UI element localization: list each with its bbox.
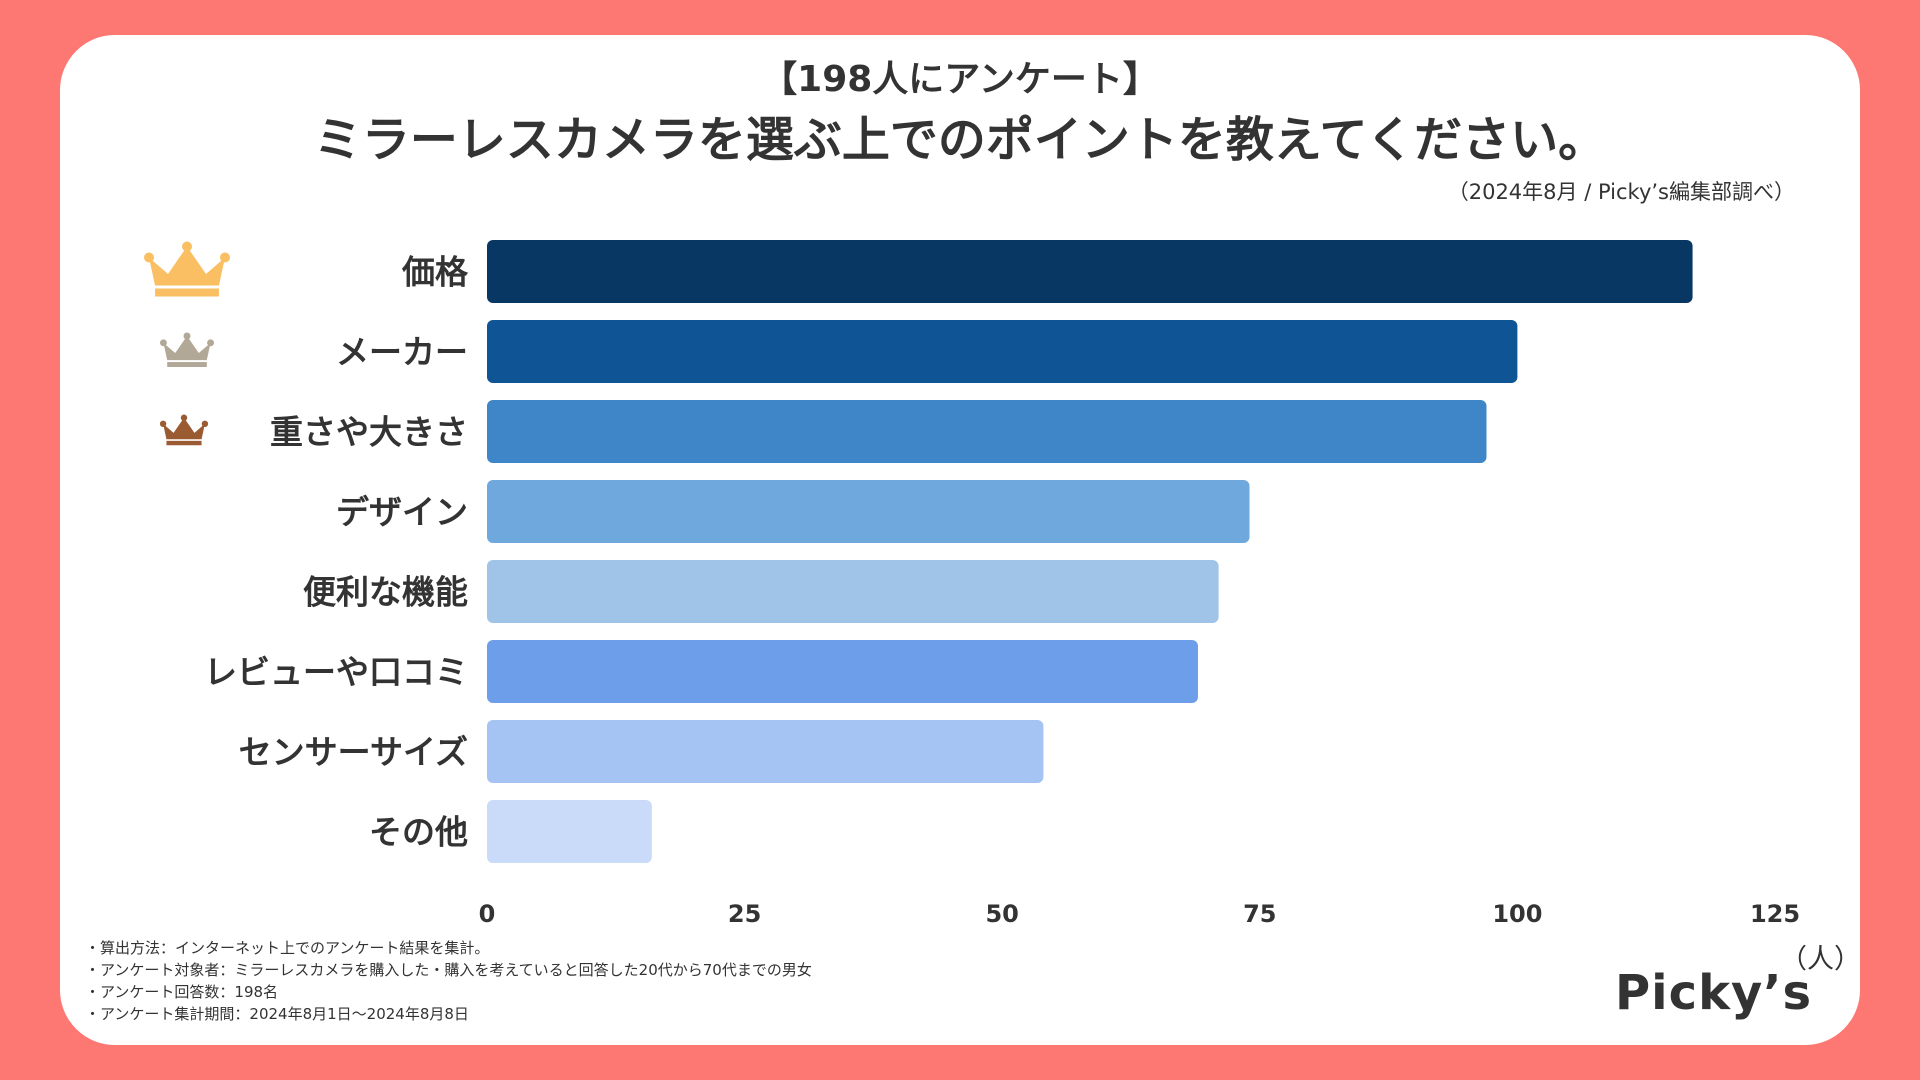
note-count: ・アンケート回答数：198名: [85, 983, 279, 1001]
survey-subtitle: 【198人にアンケート】: [761, 59, 1159, 100]
silver-crown-icon: [159, 332, 215, 367]
note-target: ・アンケート対象者：ミラーレスカメラを購入した・購入を考えていると回答した20代…: [85, 961, 812, 979]
x-tick-label-50: 50: [985, 900, 1018, 928]
gold-crown-icon: [144, 241, 230, 297]
note-method: ・算出方法：インターネット上でのアンケート結果を集計。: [85, 939, 490, 957]
bar-2: [487, 320, 1518, 383]
category-label-1: 価格: [401, 253, 469, 292]
bar-5: [487, 560, 1219, 623]
category-label-6: レビューや口コミ: [204, 653, 468, 692]
x-tick-label-25: 25: [728, 900, 761, 928]
chart-title: ミラーレスカメラを選ぶ上でのポイントを教えてください。: [313, 112, 1607, 168]
x-tick-label-100: 100: [1492, 900, 1542, 928]
category-label-5: 便利な機能: [303, 573, 468, 612]
category-label-4: デザイン: [336, 493, 468, 532]
bar-6: [487, 640, 1198, 703]
category-label-8: その他: [369, 813, 468, 852]
source-note: （2024年8月 / Picky’s編集部調べ）: [1447, 180, 1795, 204]
bar-8: [487, 800, 652, 863]
x-tick-label-125: 125: [1750, 900, 1800, 928]
category-label-3: 重さや大きさ: [270, 413, 468, 452]
bar-3: [487, 400, 1487, 463]
category-label-2: メーカー: [336, 333, 468, 372]
bar-4: [487, 480, 1250, 543]
x-tick-label-0: 0: [479, 900, 496, 928]
note-period: ・アンケート集計期間：2024年8月1日〜2024年8月8日: [85, 1005, 469, 1023]
x-tick-label-75: 75: [1243, 900, 1276, 928]
bronze-crown-icon: [159, 414, 209, 446]
pickys-logo: Picky’s: [1615, 965, 1813, 1021]
x-axis-unit: （人）: [1780, 944, 1861, 975]
bar-7: [487, 720, 1044, 783]
category-label-7: センサーサイズ: [239, 733, 468, 772]
bar-1: [487, 240, 1693, 303]
survey-notes: ・算出方法：インターネット上でのアンケート結果を集計。 ・アンケート対象者：ミラ…: [85, 937, 812, 1025]
